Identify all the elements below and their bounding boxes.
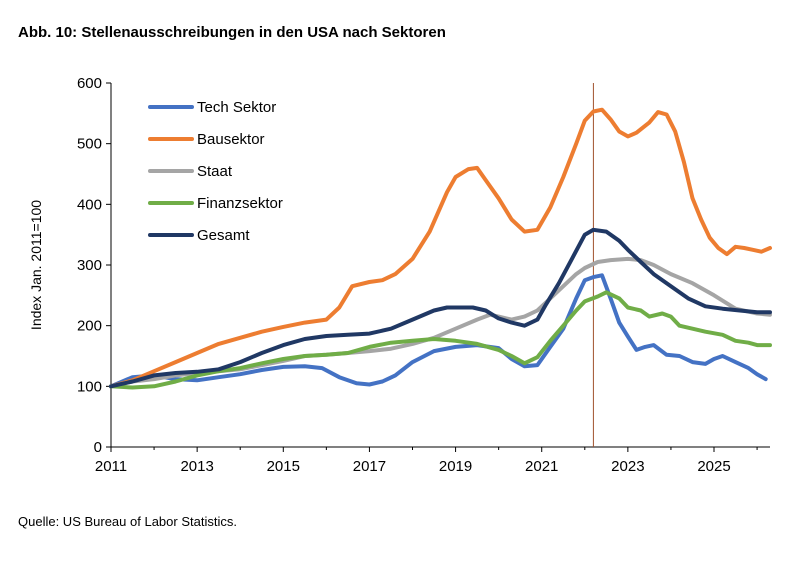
x-tick-label: 2013: [180, 458, 213, 475]
x-tick-label: 2019: [439, 458, 472, 475]
x-tick-label: 2023: [611, 458, 644, 475]
source-note: Quelle: US Bureau of Labor Statistics.: [18, 514, 237, 529]
chart-legend: Tech Sektor Bausektor Staat Finanzsektor Ges…: [148, 99, 283, 244]
x-tick-label: 2025: [697, 458, 730, 475]
y-axis-label: Index Jan. 2011=100: [28, 200, 44, 330]
chart-series: [109, 107, 772, 390]
y-tick-label: 200: [77, 318, 102, 335]
chart-title: Abb. 10: Stellenausschreibungen in den U…: [18, 24, 446, 41]
x-tick-label: 2021: [525, 458, 558, 475]
series-line-staat: [109, 256, 772, 389]
series-line-finanzsektor: [109, 290, 772, 390]
chart-axes: 0 100 200 300 400 500 600 2011 2013 2015 2017 2019 2…: [28, 75, 770, 475]
series-line-tech-sektor: [109, 273, 768, 389]
y-tick-label: 300: [77, 257, 102, 274]
y-tick-label: 500: [77, 136, 102, 153]
y-tick-label: 600: [77, 75, 102, 92]
y-tick-label: 400: [77, 196, 102, 213]
legend-label-tech-sektor: Tech Sektor: [197, 99, 276, 116]
y-tick-label: 0: [94, 439, 102, 456]
series-line-bausektor: [109, 107, 772, 389]
x-tick-label: 2017: [353, 458, 386, 475]
y-tick-label: 100: [77, 378, 102, 395]
legend-label-finanzsektor: Finanzsektor: [197, 195, 283, 212]
x-tick-label: 2015: [267, 458, 300, 475]
x-tick-label: 2011: [95, 458, 127, 475]
legend-label-gesamt: Gesamt: [197, 227, 250, 244]
legend-label-bausektor: Bausektor: [197, 131, 265, 148]
legend-label-staat: Staat: [197, 163, 233, 180]
series-line-gesamt: [109, 227, 772, 389]
